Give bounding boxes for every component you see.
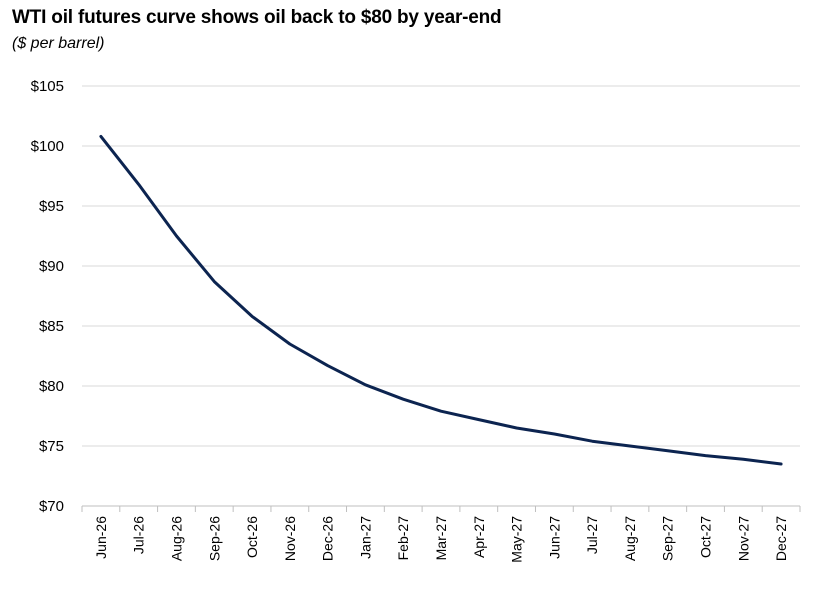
x-tick-label: Jul-26 [131, 516, 147, 554]
x-tick-label: Apr-27 [471, 516, 487, 558]
data-point [477, 418, 480, 421]
chart-subtitle: ($ per barrel) [12, 35, 105, 52]
series-group [99, 134, 783, 466]
x-axis [81, 505, 801, 512]
x-tick-label: Dec-26 [320, 516, 336, 561]
data-point [591, 440, 594, 443]
x-tick-label: Aug-27 [622, 516, 638, 561]
y-axis-ticks: $70 $75 $80 $85 $90 $95 $100 $105 [31, 78, 64, 515]
x-tick-label: Nov-26 [282, 516, 298, 561]
x-axis-ticks: Jun-26 Jul-26 Aug-26 Sep-26 Oct-26 Nov-26 Dec-… [93, 516, 789, 563]
y-tick-label: $90 [39, 258, 64, 275]
data-point [704, 454, 707, 457]
x-tick-label: Jan-27 [357, 516, 373, 559]
x-tick-label: Nov-27 [735, 516, 751, 561]
x-tick-label: Jun-27 [546, 516, 562, 559]
data-point [780, 463, 783, 466]
y-tick-label: $105 [31, 78, 64, 95]
data-point [251, 315, 254, 318]
y-tick-label: $75 [39, 438, 64, 455]
data-point [515, 427, 518, 430]
data-point [666, 449, 669, 452]
x-tick-label: Oct-27 [698, 516, 714, 558]
x-tick-label: Aug-26 [168, 516, 184, 561]
x-tick-label: Feb-27 [395, 516, 411, 561]
y-tick-label: $80 [39, 378, 64, 395]
gridlines [82, 85, 800, 447]
data-point [99, 135, 102, 138]
x-tick-label: Sep-27 [660, 516, 676, 561]
y-tick-label: $85 [39, 318, 64, 335]
data-point [742, 458, 745, 461]
x-tick-label: Dec-27 [773, 516, 789, 561]
data-point [288, 343, 291, 346]
data-point [137, 183, 140, 186]
x-tick-label: Sep-26 [206, 516, 222, 561]
y-tick-label: $100 [31, 138, 64, 155]
data-point [440, 410, 443, 413]
series-line [99, 134, 783, 466]
chart-title: WTI oil futures curve shows oil back to … [12, 7, 502, 28]
y-tick-label: $70 [39, 498, 64, 515]
data-point [402, 398, 405, 401]
x-tick-label: Jun-26 [93, 516, 109, 559]
x-tick-label: Jul-27 [584, 516, 600, 554]
x-tick-label: Mar-27 [433, 516, 449, 561]
data-point [213, 280, 216, 283]
x-tick-label: Oct-26 [244, 516, 260, 558]
data-point [628, 445, 631, 448]
data-point [553, 433, 556, 436]
data-point [364, 383, 367, 386]
data-point [175, 235, 178, 238]
y-tick-label: $95 [39, 198, 64, 215]
data-point [326, 364, 329, 367]
x-tick-label: May-27 [509, 516, 525, 563]
